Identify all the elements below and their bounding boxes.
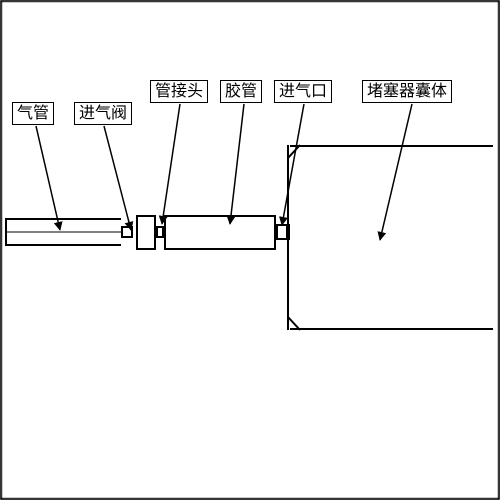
label-air-intake: 进气口 [274, 80, 332, 103]
shape-valve-block [136, 215, 156, 250]
label-plug-body: 堵塞器囊体 [362, 80, 452, 103]
label-pipe-joint: 管接头 [150, 80, 208, 103]
label-air-pipe: 气管 [12, 102, 54, 125]
shape-intake-tab [276, 224, 288, 240]
shape-valve-right-tab [156, 226, 164, 238]
label-hose: 胶管 [220, 80, 262, 103]
shape-air-pipe [5, 218, 121, 246]
label-intake-valve: 进气阀 [74, 102, 132, 125]
shape-valve-outer-tab [121, 226, 133, 238]
shape-body [288, 145, 493, 330]
diagram-canvas: 气管 进气阀 管接头 胶管 进气口 堵塞器囊体 [0, 0, 500, 500]
shape-hose [164, 215, 276, 250]
